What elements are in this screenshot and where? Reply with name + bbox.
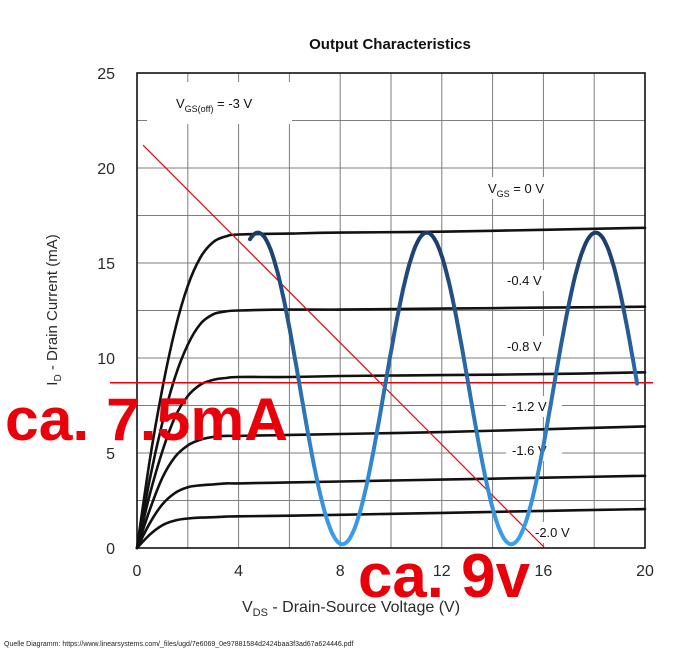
vgs-off-annotation: VGS(off) = -3 V [176, 96, 253, 114]
drain-current-curve-2 [135, 305, 647, 550]
curve-label-background [501, 336, 557, 357]
curve-label-main: V [488, 181, 497, 196]
x-tick-label: 16 [535, 563, 553, 580]
y-tick-label: 20 [97, 161, 115, 178]
x-axis-label: VDS - Drain-Source Voltage (V) [242, 599, 460, 619]
x-tick-label: 20 [636, 563, 654, 580]
x-tick-label: 8 [336, 563, 345, 580]
source-citation: Quelle Diagramm: https://www.linearsyste… [4, 641, 354, 648]
curve-label-background [501, 270, 557, 291]
vgs-off-subscript: GS(off) [185, 104, 214, 114]
drain-current-curve-1 [135, 226, 647, 550]
curve-label-rest: = 0 V [510, 181, 545, 196]
signal-sine-wave [248, 230, 640, 547]
chart-title: Output Characteristics [309, 36, 471, 53]
annotation-overlays [110, 144, 653, 549]
drain-current-curve-3 [135, 371, 647, 550]
y-tick-label: 15 [97, 256, 115, 273]
y-axis-label: ID - Drain Current (mA) [44, 234, 64, 385]
y-tick-label: 5 [106, 446, 115, 463]
y-axis-label-main: I [44, 382, 61, 386]
x-axis-label-rest: - Drain-Source Voltage (V) [268, 599, 460, 616]
curve-label-vgs-minus-1-6: -1.6 V [512, 443, 547, 458]
curve-label-vgs-minus-0-8: -0.8 V [507, 339, 542, 354]
x-tick-labels: 0 4 8 12 16 20 [133, 563, 654, 580]
voltage-estimate-note: ca. 9v [358, 542, 531, 611]
curve-label-vgs-minus-0-4: -0.4 V [507, 273, 542, 288]
y-axis-label-subscript: D [53, 374, 64, 381]
y-tick-label: 25 [97, 66, 115, 83]
load-line [142, 144, 546, 549]
x-tick-label: 0 [133, 563, 142, 580]
curve-label-background [483, 177, 567, 199]
drain-current-curves [135, 226, 647, 550]
curve-label-vgs-0: VGS = 0 V [488, 181, 544, 199]
y-tick-labels: 0 5 10 15 20 25 [97, 66, 115, 558]
drain-current-curve-6 [135, 507, 647, 550]
vgs-off-label-background [147, 82, 292, 124]
curve-label-vgs-minus-2-0: -2.0 V [535, 525, 570, 540]
curve-label-subscript: GS [497, 189, 510, 199]
drain-current-curve-4 [135, 425, 647, 550]
y-axis-label-rest: - Drain Current (mA) [44, 234, 61, 374]
y-tick-label: 10 [97, 351, 115, 368]
curve-label-background [530, 522, 584, 543]
label-backgrounds [147, 82, 584, 543]
y-tick-label: 0 [106, 541, 115, 558]
plot-frame [136, 72, 646, 549]
vgs-off-rest: = -3 V [214, 96, 253, 111]
x-tick-label: 4 [234, 563, 243, 580]
x-axis-label-main: V [242, 599, 253, 616]
drain-current-curve-5 [135, 474, 647, 550]
vgs-off-main: V [176, 96, 185, 111]
curve-label-vgs-minus-1-2: -1.2 V [512, 399, 547, 414]
current-estimate-note: ca. 7.5mA [5, 386, 288, 453]
curve-label-background [506, 440, 562, 461]
x-axis-label-subscript: DS [253, 607, 268, 619]
x-tick-label: 12 [433, 563, 451, 580]
